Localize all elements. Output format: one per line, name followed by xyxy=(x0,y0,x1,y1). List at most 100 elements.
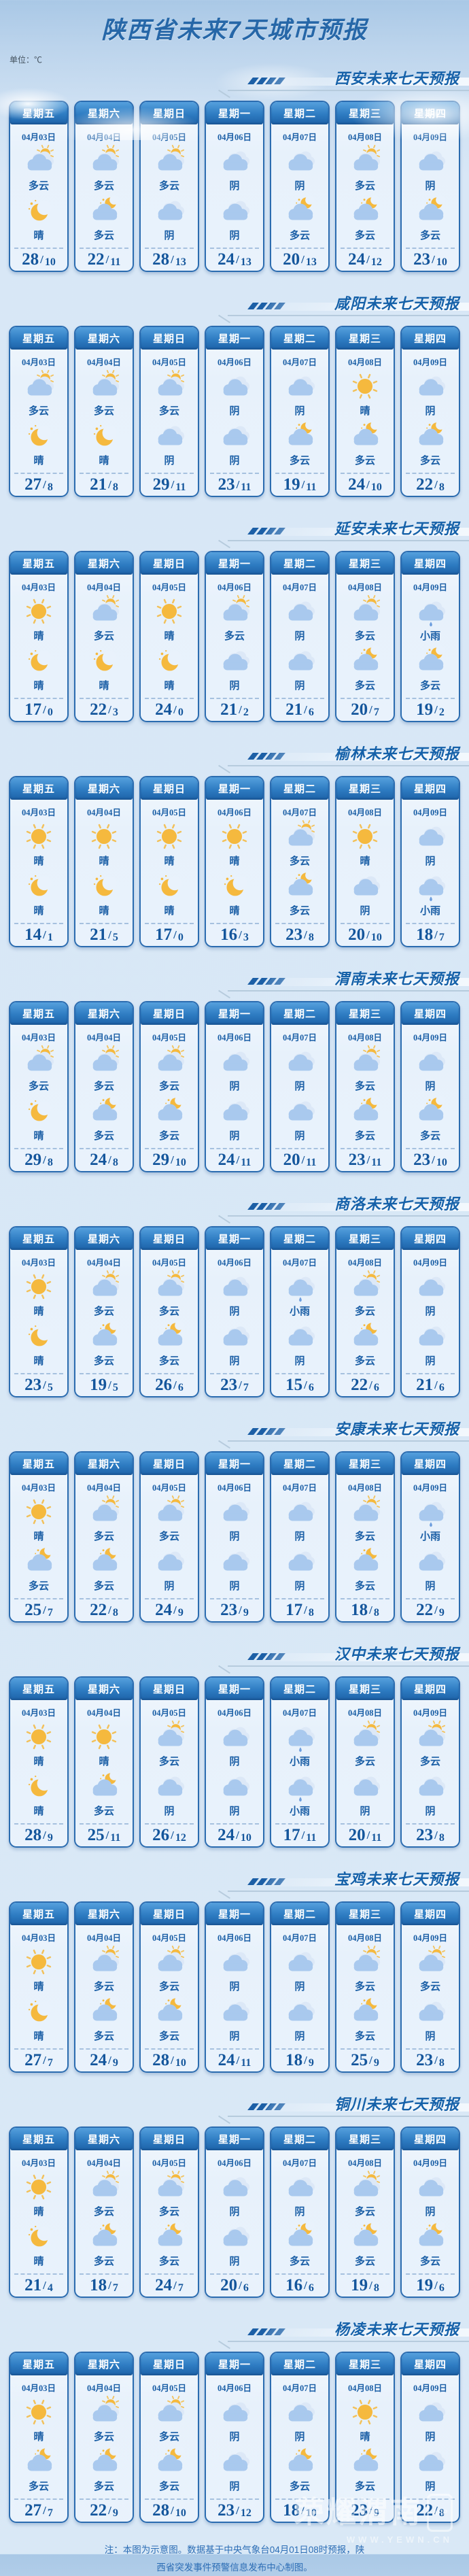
temp-slash: / xyxy=(304,928,307,941)
low-temp: 8 xyxy=(438,1831,445,1844)
cloud-icon xyxy=(219,1095,250,1128)
high-temp: 16 xyxy=(220,926,238,944)
weekday-header: 星期五 xyxy=(10,1227,67,1250)
high-temp: 19 xyxy=(351,2276,368,2294)
cloud-icon xyxy=(154,420,185,452)
section-header: 商洛未来七天预报 xyxy=(0,1191,469,1221)
day-condition-label: 阴 xyxy=(425,2431,436,2443)
temp-slash: / xyxy=(432,253,435,266)
low-temp: 11 xyxy=(110,1831,121,1844)
date-label: 04月07日 xyxy=(282,133,317,142)
high-temp: 22 xyxy=(90,1601,107,1619)
weekday-header: 星期四 xyxy=(402,1227,459,1250)
night-condition-label: 多云 xyxy=(419,230,440,241)
temp-slash: / xyxy=(434,478,438,491)
temp-slash: / xyxy=(108,2504,111,2517)
cloud-moon-icon xyxy=(415,645,446,677)
temperature: 28 / 10 xyxy=(10,249,67,271)
night-condition-label: 晴 xyxy=(164,680,175,692)
dashed-separator xyxy=(80,473,128,474)
high-temp: 24 xyxy=(155,1601,173,1619)
dashed-separator xyxy=(275,1823,324,1825)
high-temp: 24 xyxy=(348,250,366,269)
weekday-label: 星期四 xyxy=(413,2134,447,2146)
temp-slash: / xyxy=(171,1153,174,1166)
day-condition-label: 阴 xyxy=(294,2431,305,2443)
city-section: 延安未来七天预报 星期五 04月03日 晴 晴 17 / 0 星期六 04月04… xyxy=(0,515,469,722)
forecast-card: 星期四 04月09日 阴 多云 19 / 6 xyxy=(400,2126,460,2298)
dashed-separator xyxy=(80,1598,128,1599)
day-condition-label: 阴 xyxy=(294,2206,305,2218)
high-temp: 23 xyxy=(413,250,431,269)
moon-icon xyxy=(23,194,54,227)
high-temp: 18 xyxy=(90,2276,107,2294)
cloud-moon-icon xyxy=(284,420,315,452)
forecast-card: 星期四 04月09日 阴 多云 22 / 8 xyxy=(400,326,460,497)
forecast-card: 星期三 04月08日 多云 多云 24 / 12 xyxy=(335,101,395,272)
dashed-separator xyxy=(210,2273,259,2275)
night-condition-label: 多云 xyxy=(93,1130,114,1142)
weekday-header: 星期一 xyxy=(206,327,263,350)
cloud-icon xyxy=(284,370,315,403)
weekday-header: 星期四 xyxy=(402,2128,459,2150)
day-condition-label: 晴 xyxy=(99,855,109,867)
night-condition-label: 阴 xyxy=(294,1580,305,1592)
night-condition-label: 阴 xyxy=(360,1806,370,1817)
dashed-separator xyxy=(341,698,389,699)
temp-slash: / xyxy=(304,1604,307,1616)
night-condition-label: 阴 xyxy=(229,680,240,692)
sun-icon xyxy=(23,2171,54,2203)
weekday-label: 星期二 xyxy=(283,783,316,795)
moon-icon xyxy=(154,645,185,677)
weekday-header: 星期四 xyxy=(402,1453,459,1475)
temperature: 19 / 5 xyxy=(75,1374,133,1396)
day-condition-label: 多云 xyxy=(28,405,49,417)
weekday-header: 星期日 xyxy=(141,1903,198,1925)
high-temp: 26 xyxy=(152,1826,170,1844)
cards-row: 星期五 04月03日 多云 晴 29 / 8 星期六 04月04日 多云 多云 … xyxy=(0,1001,469,1172)
cloud-icon xyxy=(415,370,446,403)
weekday-label: 星期一 xyxy=(218,1009,251,1020)
temperature: 28 / 10 xyxy=(141,2050,198,2071)
moon-icon xyxy=(23,1995,54,2028)
night-condition-label: 多云 xyxy=(158,2481,179,2492)
night-condition-label: 阴 xyxy=(425,1580,436,1592)
date-label: 04月09日 xyxy=(413,2384,447,2393)
high-temp: 24 xyxy=(155,700,173,719)
high-temp: 22 xyxy=(90,2501,107,2520)
night-condition-label: 多云 xyxy=(289,2256,310,2267)
day-condition-label: 晴 xyxy=(33,855,44,867)
high-temp: 29 xyxy=(152,475,170,494)
cloud-sun-icon xyxy=(154,2396,185,2428)
date-label: 04月03日 xyxy=(21,2158,56,2168)
night-condition-label: 阴 xyxy=(229,1355,240,1367)
footer-note: 注：本图为示意图。数据基于中央气象台04月01日08时预报，陕 西省突发事件预警… xyxy=(88,2541,381,2576)
cloud-moon-icon xyxy=(284,194,315,227)
forecast-card: 星期六 04月04日 多云 多云 22 / 8 xyxy=(74,1451,134,1623)
dashed-separator xyxy=(406,1148,455,1149)
high-temp: 23 xyxy=(348,1151,366,1169)
temperature: 19 / 2 xyxy=(402,699,459,721)
weekday-header: 星期日 xyxy=(141,777,198,800)
temp-slash: / xyxy=(301,2504,305,2517)
low-temp: 6 xyxy=(308,1381,314,1393)
high-temp: 22 xyxy=(87,250,105,269)
dashed-separator xyxy=(145,1598,194,1599)
date-label: 04月04日 xyxy=(86,2158,121,2168)
high-temp: 19 xyxy=(416,700,434,719)
temperature: 21 / 2 xyxy=(206,699,263,721)
cloud-moon-icon xyxy=(88,1095,120,1128)
temperature: 18 / 8 xyxy=(336,1599,394,1621)
moon-icon xyxy=(23,1320,54,1353)
forecast-card: 星期一 04月06日 阴 阴 24 / 13 xyxy=(205,101,264,272)
temp-slash: / xyxy=(108,478,111,491)
cloud-moon-icon xyxy=(154,1095,185,1128)
dashed-separator xyxy=(406,248,455,249)
day-condition-label: 小雨 xyxy=(419,1531,440,1542)
weekday-header: 星期五 xyxy=(10,552,67,575)
day-condition-label: 多云 xyxy=(158,1531,179,1542)
temperature: 24 / 10 xyxy=(336,474,394,496)
weekday-header: 星期日 xyxy=(141,552,198,575)
weekday-label: 星期四 xyxy=(413,1459,447,1470)
dashed-separator xyxy=(80,2273,128,2275)
